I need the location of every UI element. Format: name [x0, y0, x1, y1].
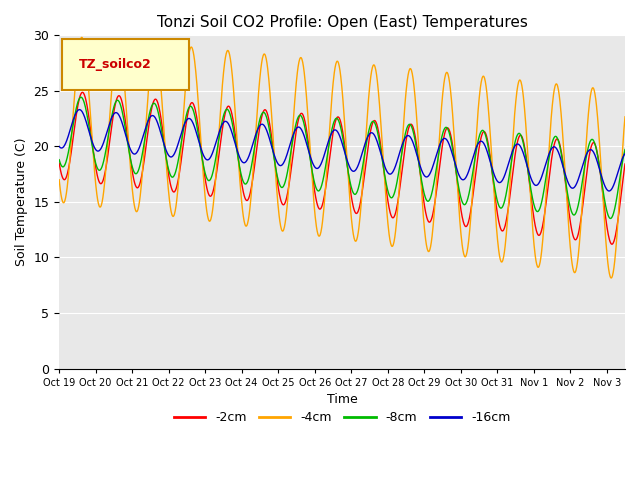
-4cm — [157, 87, 165, 93]
-2cm — [55, 160, 63, 166]
-16cm — [219, 120, 227, 126]
-8cm — [621, 146, 629, 152]
Line: -16cm: -16cm — [59, 109, 625, 191]
Line: -2cm: -2cm — [59, 92, 625, 244]
Line: -4cm: -4cm — [59, 37, 625, 278]
-8cm — [547, 147, 554, 153]
-2cm — [157, 116, 165, 122]
-16cm — [270, 152, 278, 157]
-4cm — [78, 35, 86, 40]
-2cm — [219, 123, 227, 129]
-2cm — [484, 138, 492, 144]
-4cm — [270, 150, 278, 156]
Text: TZ_soilco2: TZ_soilco2 — [79, 58, 152, 71]
-2cm — [621, 161, 629, 167]
-8cm — [219, 116, 227, 121]
-8cm — [168, 174, 175, 180]
-16cm — [547, 148, 554, 154]
Line: -8cm: -8cm — [59, 97, 625, 218]
-2cm — [608, 241, 616, 247]
Title: Tonzi Soil CO2 Profile: Open (East) Temperatures: Tonzi Soil CO2 Profile: Open (East) Temp… — [157, 15, 527, 30]
Y-axis label: Soil Temperature (C): Soil Temperature (C) — [15, 138, 28, 266]
Legend: -2cm, -4cm, -8cm, -16cm: -2cm, -4cm, -8cm, -16cm — [169, 406, 515, 429]
-4cm — [607, 275, 615, 281]
-4cm — [55, 177, 63, 182]
-16cm — [605, 188, 613, 194]
-8cm — [607, 216, 614, 221]
-16cm — [484, 150, 492, 156]
-2cm — [270, 154, 278, 160]
X-axis label: Time: Time — [326, 393, 358, 406]
-16cm — [168, 154, 175, 160]
-4cm — [219, 78, 227, 84]
-4cm — [168, 211, 175, 217]
-2cm — [79, 89, 86, 95]
-2cm — [547, 165, 554, 170]
-2cm — [168, 186, 175, 192]
-4cm — [484, 97, 492, 103]
-16cm — [55, 144, 63, 149]
FancyBboxPatch shape — [62, 39, 189, 90]
-16cm — [76, 107, 83, 112]
-8cm — [484, 141, 492, 147]
-8cm — [77, 95, 84, 100]
-8cm — [157, 124, 165, 130]
-4cm — [621, 114, 629, 120]
-4cm — [547, 125, 554, 131]
-8cm — [55, 157, 63, 163]
-16cm — [157, 132, 165, 137]
-8cm — [270, 156, 278, 162]
-16cm — [621, 151, 629, 156]
